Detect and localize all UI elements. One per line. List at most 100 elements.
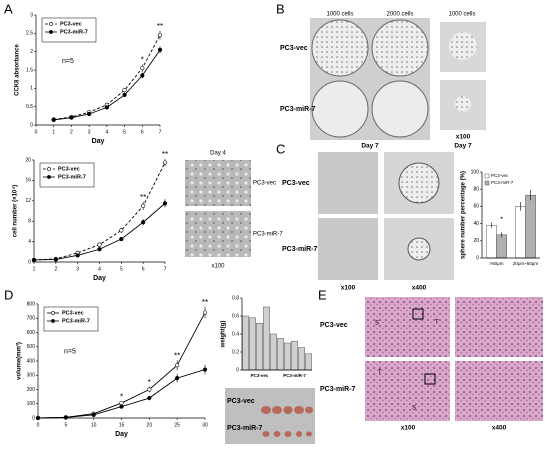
point [162, 160, 168, 165]
caption: x100 [211, 264, 225, 270]
legend-box [39, 162, 95, 188]
annotation: ** [140, 193, 146, 202]
legend-label: PC3-vec [58, 166, 80, 172]
y-tick-label: 0 [32, 415, 35, 421]
x-tick-label: 4 [98, 266, 101, 272]
x-tick-label: 3 [88, 129, 91, 135]
caption: x400 [492, 425, 507, 432]
x-tick-label: 5 [120, 266, 123, 272]
y-tick-label: 8 [28, 219, 31, 225]
tissue-mark: T [435, 320, 439, 326]
point [119, 404, 124, 409]
note: n=5 [62, 58, 74, 65]
group-label: PC3-vec [251, 373, 269, 378]
bar [242, 315, 249, 371]
x-axis-label: Day [92, 138, 105, 145]
x-axis-label: Day [93, 275, 106, 282]
x-tick-label: >50μm [490, 261, 504, 266]
y-tick-label: 2 [30, 49, 33, 55]
annotation: ** [202, 298, 208, 307]
y-tick-label: 0.4 [232, 331, 239, 337]
y-tick-label: 700 [27, 316, 36, 322]
point [104, 105, 109, 110]
legend-marker [47, 175, 51, 179]
bar [496, 234, 507, 259]
column-label: 1000 cells [448, 12, 475, 18]
point [119, 236, 124, 242]
sphere [407, 237, 431, 261]
y-tick-label: 2.5 [26, 31, 33, 37]
point [202, 310, 208, 315]
y-tick-label: 0.2 [232, 349, 239, 355]
y-axis-label: volume(mm³) [16, 342, 23, 380]
x-tick-label: 20 [147, 422, 153, 428]
x-axis-label: Day [115, 431, 128, 438]
tumors [261, 406, 313, 437]
y-tick-label: 400 [27, 358, 36, 364]
bar [515, 206, 526, 259]
bar [284, 342, 291, 371]
bar [263, 306, 270, 371]
point [175, 363, 180, 368]
row-label: PC3-vec [282, 180, 310, 187]
legend-label: PC3-vec [60, 21, 82, 27]
legend-marker [47, 167, 51, 171]
series-line [33, 203, 166, 261]
histology [455, 361, 543, 421]
y-tick-label: 100 [471, 169, 480, 175]
dish [311, 80, 369, 138]
point [63, 415, 68, 420]
row-label: PC3-miR-7 [282, 246, 318, 253]
zoom-box [424, 373, 436, 385]
row-label: PC3-miR-7 [227, 425, 263, 432]
y-tick-label: 0.5 [26, 104, 33, 110]
row-label: PC3-miR-7 [253, 232, 283, 238]
y-tick-label: 0.6 [232, 313, 239, 319]
y-tick-label: 20 [473, 238, 479, 244]
bar [298, 347, 305, 371]
dish [371, 80, 429, 138]
y-tick-label: 1 [30, 86, 33, 92]
y-tick-label: 80 [473, 187, 479, 193]
tissue-mark: S [375, 321, 379, 327]
y-tick-label: 16 [25, 178, 31, 184]
legend-box [41, 17, 97, 43]
caption: x100 [401, 425, 416, 432]
point [97, 247, 102, 252]
histology [455, 297, 543, 357]
point [119, 228, 124, 233]
legend-marker [49, 22, 53, 26]
row-label: PC3-vec [280, 45, 308, 52]
caption: Day 7 [454, 143, 472, 150]
y-tick-label: 20 [25, 157, 31, 163]
y-axis-label: cell number (×10⁴) [13, 185, 19, 238]
point [31, 257, 37, 263]
point [69, 115, 74, 120]
legend-label: PC3-miR-7 [60, 29, 88, 35]
bar [305, 353, 312, 371]
legend-marker [51, 311, 55, 315]
point [122, 92, 127, 98]
x-tick-label: 15 [119, 422, 125, 428]
row-label: PC3-miR-7 [280, 106, 316, 113]
legend-swatch [484, 180, 490, 186]
point [147, 387, 152, 392]
point [87, 111, 92, 117]
row-label: PC3-miR-7 [320, 386, 356, 393]
annotation: * [148, 378, 151, 387]
bar [291, 340, 298, 371]
y-tick-label: 100 [27, 401, 36, 407]
legend-box [43, 306, 99, 332]
x-tick-label: 6 [141, 129, 144, 135]
x-tick-label: 6 [142, 266, 145, 272]
x-tick-label: 0 [37, 422, 40, 428]
y-tick-label: 200 [27, 387, 36, 393]
micrograph [318, 152, 378, 214]
y-tick-label: 800 [27, 301, 36, 307]
y-tick-label: 3 [30, 12, 33, 18]
legend-label: PC3-miR-7 [58, 174, 86, 180]
point [157, 33, 163, 38]
micrograph [318, 218, 378, 280]
